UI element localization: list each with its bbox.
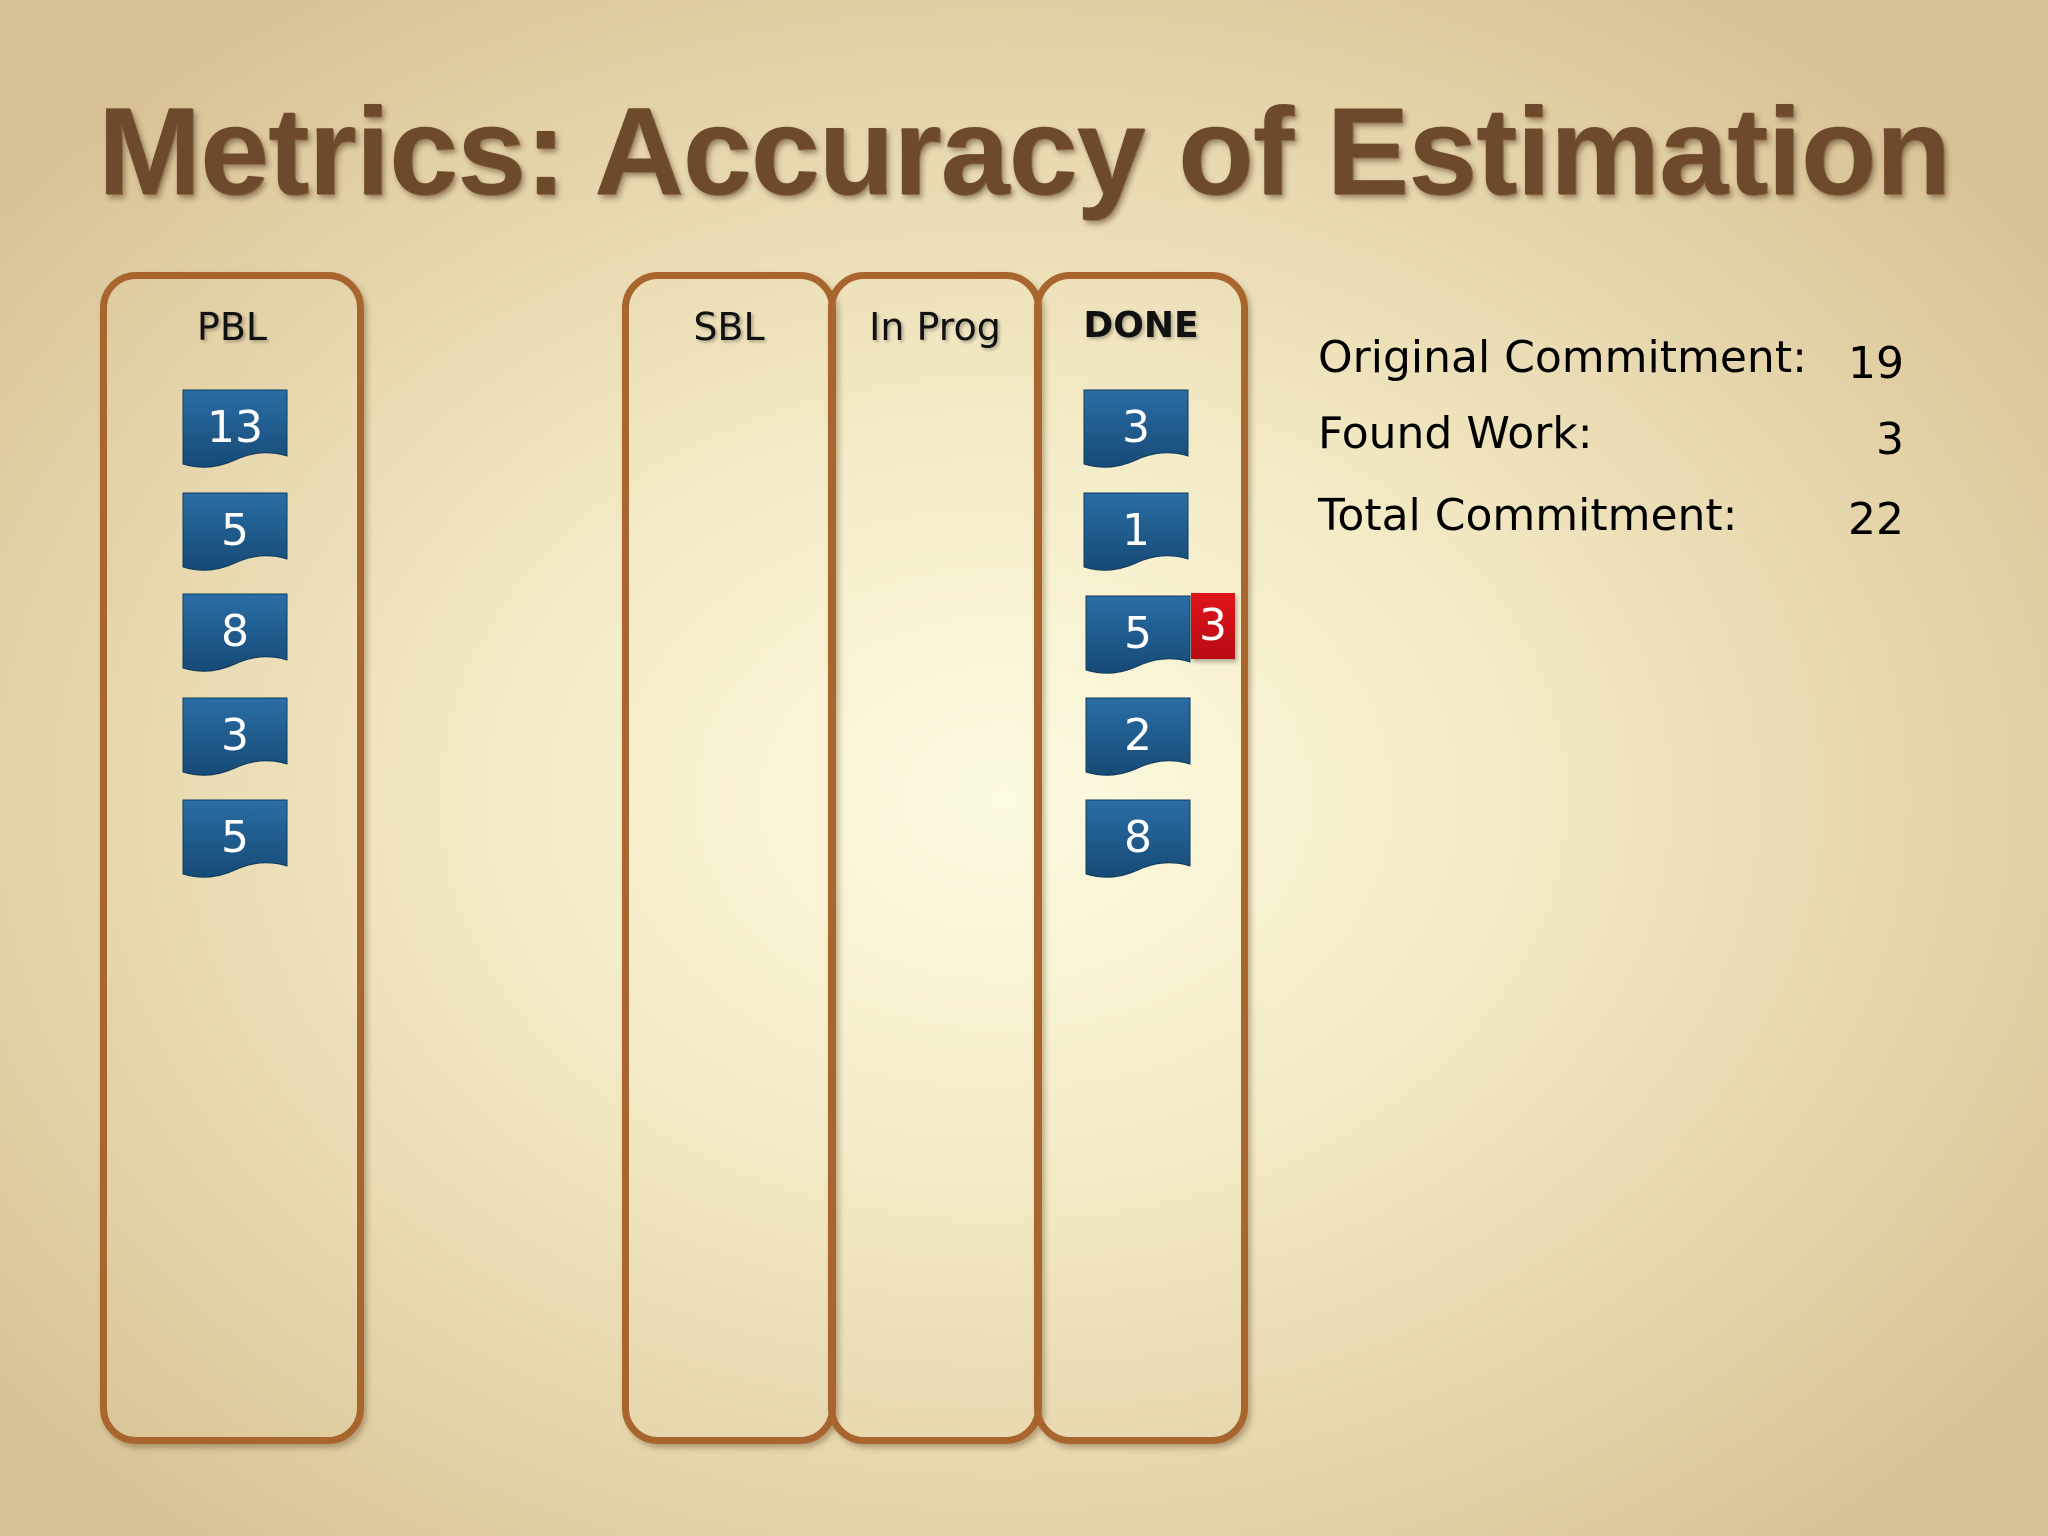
story-points: 2	[1124, 710, 1152, 761]
story-card-shape	[182, 799, 288, 878]
slide-title: Metrics: Accuracy of Estimation	[97, 83, 1952, 221]
story-card[interactable]: 1	[1083, 492, 1189, 579]
story-card-shape	[1083, 389, 1189, 468]
story-points: 3	[1122, 402, 1150, 453]
total-commitment-value: 22	[1848, 494, 1904, 545]
original-commitment-value: 19	[1848, 338, 1904, 389]
column-pbl: PBL	[100, 272, 364, 1444]
found-work-value: 3	[1876, 414, 1904, 465]
column-in-prog: In Prog	[828, 272, 1042, 1444]
story-card-shape	[182, 492, 288, 571]
story-card-shape	[182, 593, 288, 672]
column-done: DONE	[1034, 272, 1248, 1444]
column-label-sbl: SBL	[693, 305, 765, 349]
story-card[interactable]: 5	[1085, 595, 1191, 682]
column-label-pbl: PBL	[196, 305, 268, 349]
story-card-shape	[182, 389, 288, 468]
story-card-shape	[1085, 799, 1191, 878]
story-card[interactable]: 13	[182, 389, 288, 476]
found-work-tag[interactable]: 3	[1191, 593, 1235, 659]
story-card[interactable]: 3	[1083, 389, 1189, 476]
story-card-shape	[1083, 492, 1189, 571]
story-points: 5	[221, 812, 249, 863]
column-label-done: DONE	[1083, 305, 1199, 346]
story-points: 8	[221, 606, 249, 657]
total-commitment-label: Total Commitment:	[1318, 490, 1738, 541]
column-sbl: SBL	[622, 272, 836, 1444]
story-points: 1	[1122, 505, 1150, 556]
story-card[interactable]: 5	[182, 492, 288, 579]
original-commitment-label: Original Commitment:	[1318, 332, 1807, 383]
story-points: 8	[1124, 812, 1152, 863]
story-card-shape	[1085, 697, 1191, 776]
story-card[interactable]: 8	[1085, 799, 1191, 886]
story-card[interactable]: 5	[182, 799, 288, 886]
story-card-shape	[182, 697, 288, 776]
story-card[interactable]: 2	[1085, 697, 1191, 784]
found-work-label: Found Work:	[1318, 408, 1593, 459]
story-points: 5	[221, 505, 249, 556]
story-card[interactable]: 3	[182, 697, 288, 784]
story-card[interactable]: 8	[182, 593, 288, 680]
story-points: 5	[1124, 608, 1152, 659]
column-label-in-prog: In Prog	[869, 305, 1001, 349]
story-card-shape	[1085, 595, 1191, 674]
story-points: 3	[221, 710, 249, 761]
story-points: 13	[207, 402, 263, 453]
